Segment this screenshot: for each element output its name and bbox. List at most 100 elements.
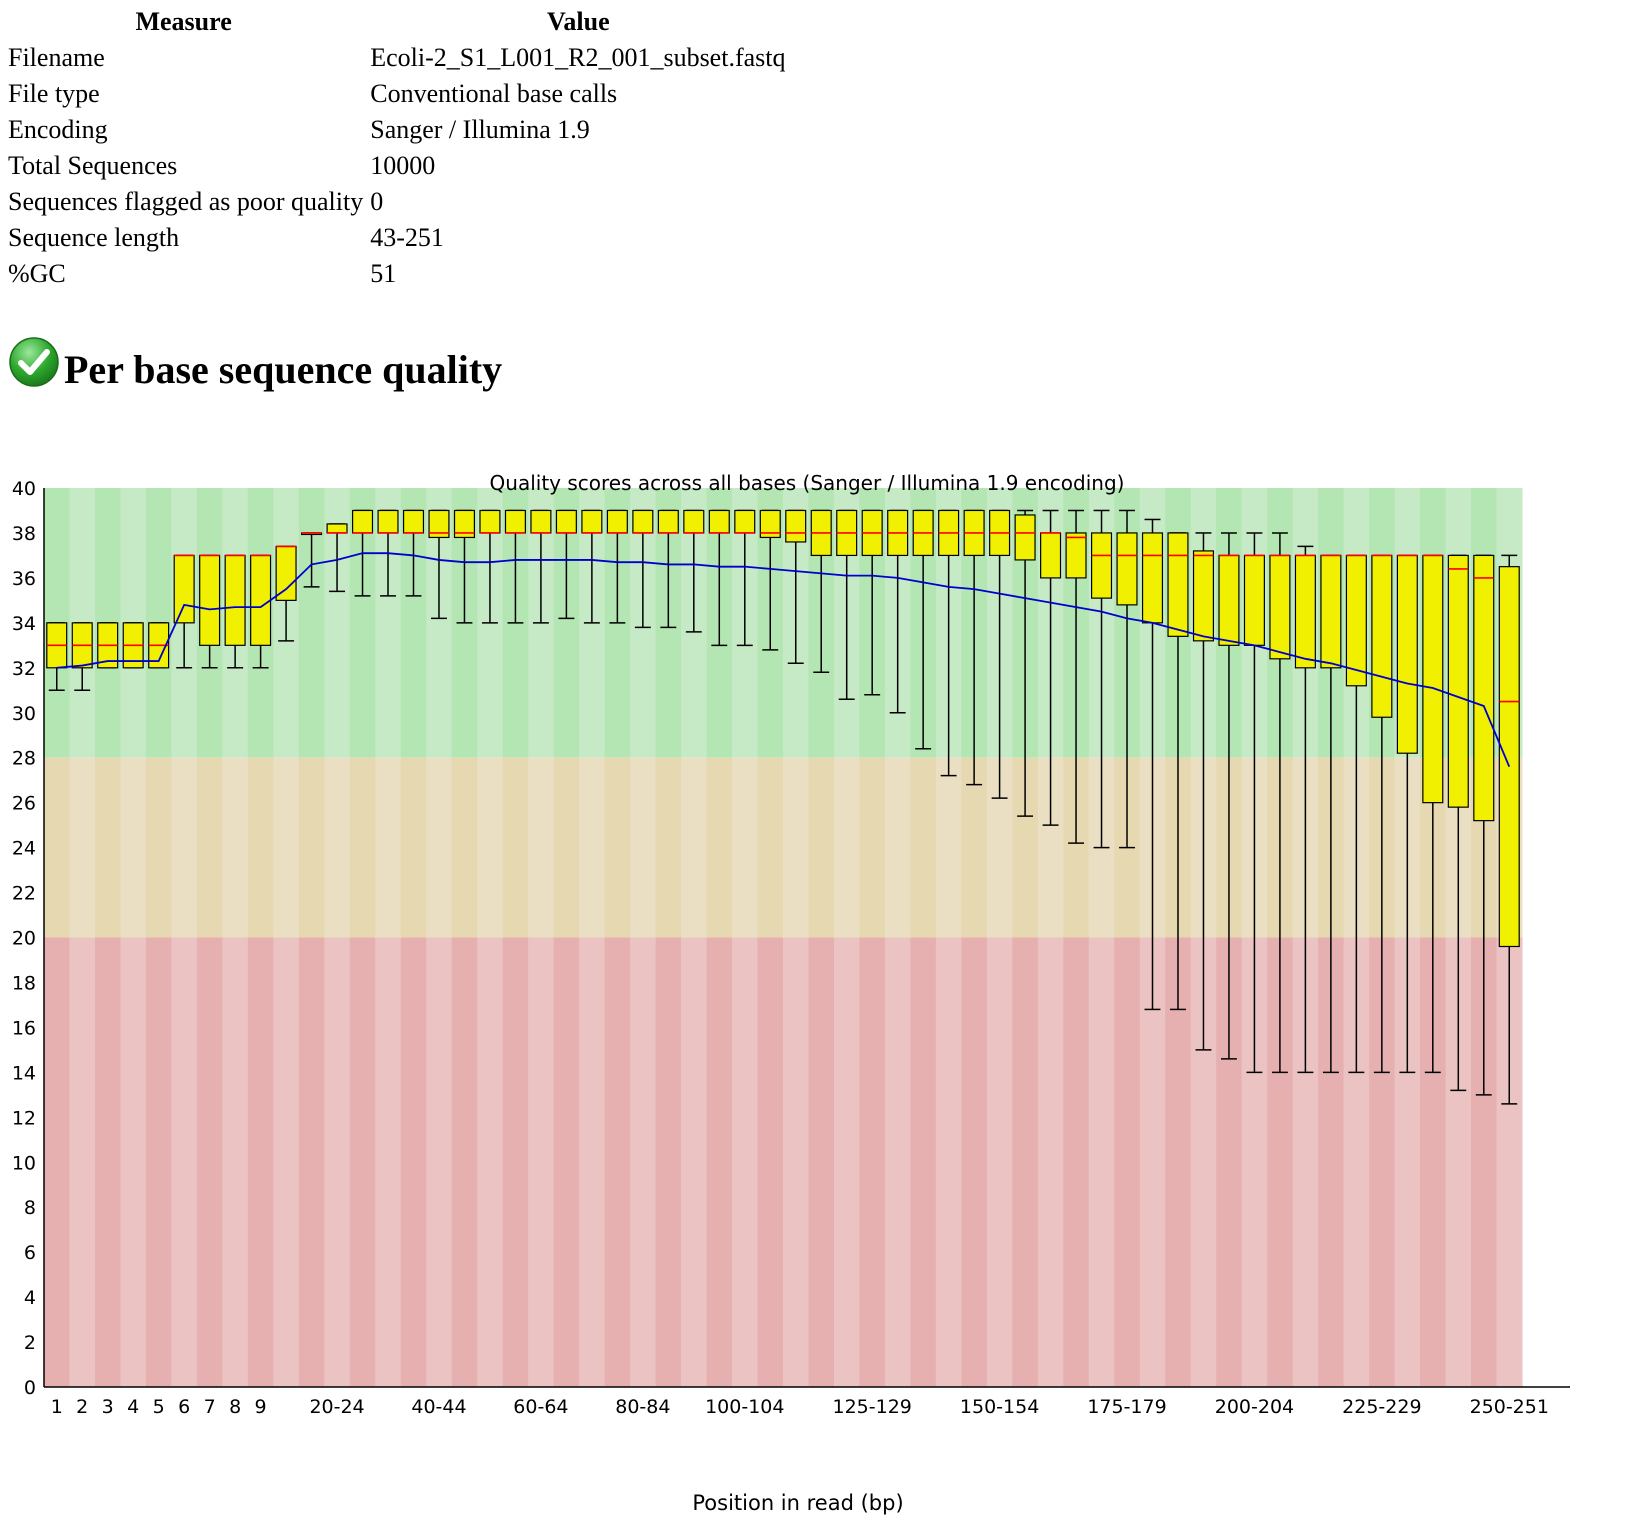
x-tick-label: 9 [255,1396,267,1418]
zone-stripe [732,757,759,938]
value-cell: Conventional base calls [370,79,618,108]
stats-row: Encoding Sanger / Illumina 1.9 [0,112,790,148]
quality-box [1192,550,1215,642]
zone-stripe [808,757,835,938]
quality-box [1141,532,1164,624]
value-column-header: Value [547,7,610,36]
x-tick-label: 2 [76,1396,88,1418]
x-tick-label: 60-64 [513,1396,568,1418]
zone-stripe [528,937,555,1387]
stats-header-row: Measure Value [0,4,790,40]
stats-row: Total Sequences 10000 [0,148,790,184]
zone-stripe [859,757,886,938]
quality-box [759,509,781,539]
zone-stripe [222,937,249,1387]
zone-stripe [477,937,504,1387]
zone-stripe [222,757,249,938]
quality-box [326,523,348,534]
zone-stripe [1012,937,1039,1387]
y-tick-label: 26 [12,793,36,815]
zone-stripe [961,937,988,1387]
x-tick-label: 20-24 [309,1396,364,1418]
stats-row: Filename Ecoli-2_S1_L001_R2_001_subset.fa… [0,40,790,76]
zone-stripe [1165,937,1192,1387]
stats-row: File type Conventional base calls [0,76,790,112]
zone-stripe [298,488,325,758]
x-tick-label: 40-44 [411,1396,466,1418]
y-tick-label: 22 [12,883,36,905]
quality-box [1320,554,1342,669]
quality-box [683,509,705,534]
zone-stripe [69,937,96,1387]
y-tick-label: 8 [24,1197,36,1219]
value-cell: 51 [370,259,397,288]
value-cell: Sanger / Illumina 1.9 [370,115,590,144]
zone-stripe [884,937,911,1387]
value-cell: Ecoli-2_S1_L001_R2_001_subset.fastq [370,43,786,72]
zone-stripe [630,937,657,1387]
zone-stripe [273,937,300,1387]
zone-stripe [298,937,325,1387]
quality-zones [44,488,1523,1387]
zone-stripe [706,757,733,938]
zone-stripe [502,937,529,1387]
zone-stripe [44,757,70,938]
zone-stripe [833,937,860,1387]
quality-box [428,509,450,539]
x-tick-label: 150-154 [960,1396,1039,1418]
zone-stripe [884,757,911,938]
zone-stripe [579,937,606,1387]
x-tick-label: 225-229 [1342,1396,1421,1418]
zone-stripe [681,937,708,1387]
zone-stripe [630,757,657,938]
zone-stripe [604,937,631,1387]
quality-box [734,509,756,534]
zone-stripe [553,757,580,938]
zone-stripe [604,757,631,938]
zone-stripe [553,937,580,1387]
quality-box [1345,554,1367,687]
x-tick-label: 175-179 [1087,1396,1166,1418]
zone-stripe [247,757,274,938]
quality-box [530,509,552,534]
quality-box [785,509,807,543]
x-tick-label: 6 [178,1396,190,1418]
zone-stripe [986,937,1013,1387]
quality-box [1065,532,1087,579]
y-tick-label: 18 [12,972,36,994]
quality-box [224,554,246,646]
x-tick-label: 80-84 [615,1396,670,1418]
x-tick-label: 1 [51,1396,63,1418]
zone-stripe [528,757,555,938]
zone-stripe [1139,937,1166,1387]
zone-stripe [1088,937,1115,1387]
quality-box [479,509,501,534]
x-tick-label: 5 [153,1396,165,1418]
zone-stripe [910,757,937,938]
quality-box [1396,554,1418,754]
quality-box [199,554,221,646]
quality-box [1218,554,1240,646]
mean-line [56,552,1511,768]
quality-box [581,509,603,534]
zone-stripe [451,937,478,1387]
y-tick-label: 2 [24,1332,36,1354]
quality-box [351,509,374,534]
zone-stripe [400,937,427,1387]
x-tick-label: 4 [127,1396,139,1418]
x-tick-label: 250-251 [1470,1396,1549,1418]
stats-row: %GC 51 [0,256,790,292]
zone-stripe [1114,937,1141,1387]
zone-stripe [477,757,504,938]
measure-cell: %GC [8,259,66,288]
zone-stripe [349,757,376,938]
zone-stripe [69,757,96,938]
quality-box [1473,554,1495,822]
zone-stripe [145,937,172,1387]
zone-stripe [706,937,733,1387]
medians [46,532,1520,703]
y-tick-label: 14 [12,1062,36,1084]
quality-box [1090,532,1113,599]
zone-stripe [273,757,300,938]
